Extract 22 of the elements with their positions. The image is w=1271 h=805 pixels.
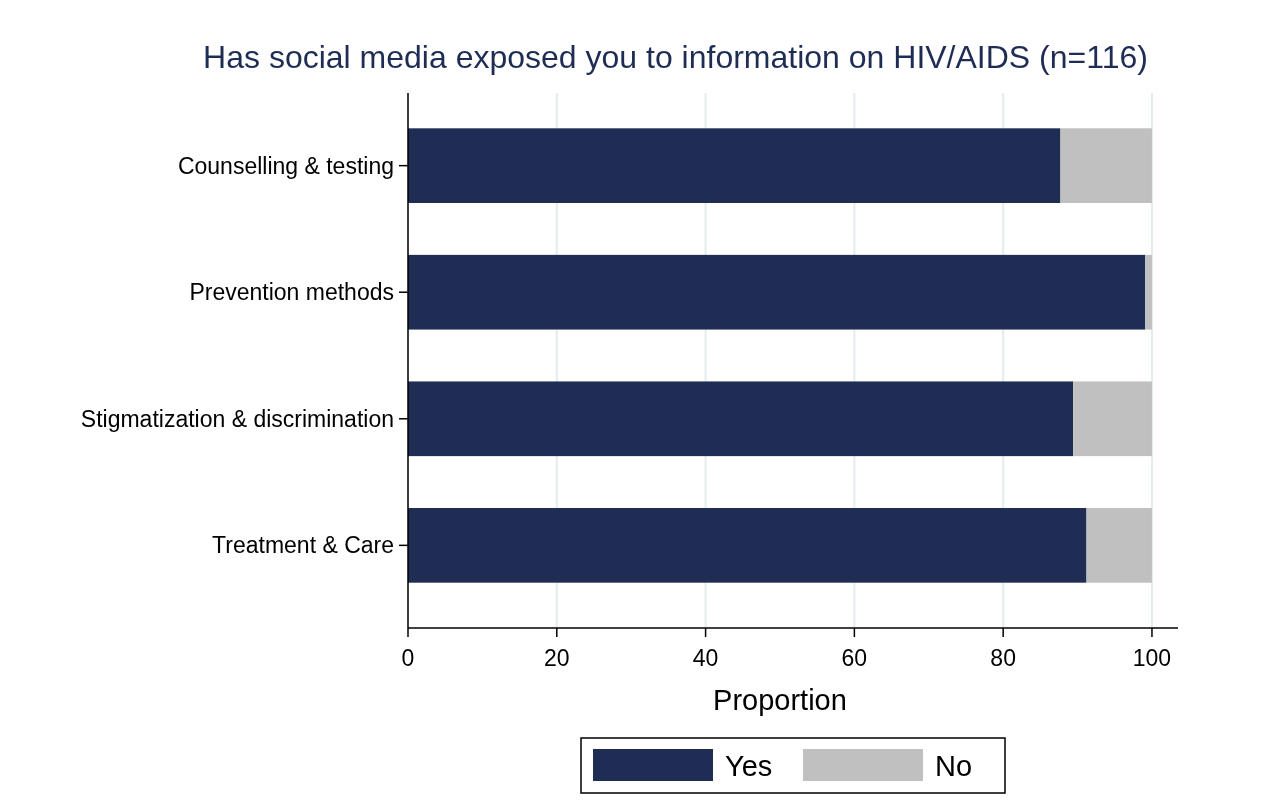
- y-tick-label: Treatment & Care: [212, 532, 394, 559]
- chart-title: Has social media exposed you to information on HIV/AIDS (n=116): [203, 39, 1148, 75]
- y-tick-label: Stigmatization & discrimination: [80, 405, 394, 432]
- bar: [408, 128, 1061, 203]
- legend-label: No: [935, 750, 973, 782]
- bar: [1145, 254, 1152, 330]
- bar: [408, 508, 1087, 583]
- y-tick-label: Counselling & testing: [177, 152, 394, 179]
- y-tick-label: Prevention methods: [189, 279, 394, 306]
- x-tick-label: 0: [401, 645, 415, 671]
- x-tick-label: 100: [1132, 645, 1172, 671]
- legend-label: Yes: [725, 750, 773, 782]
- x-tick-label: 80: [990, 645, 1016, 671]
- x-tick-label: 60: [841, 645, 868, 671]
- bar: [1073, 381, 1152, 457]
- x-tick-label: 40: [692, 645, 719, 671]
- bar: [1086, 508, 1152, 583]
- x-axis-title: Proportion: [713, 684, 847, 716]
- bar: [408, 254, 1146, 330]
- bar: [408, 381, 1074, 457]
- bar: [1060, 128, 1152, 203]
- x-tick-label: 20: [544, 645, 570, 671]
